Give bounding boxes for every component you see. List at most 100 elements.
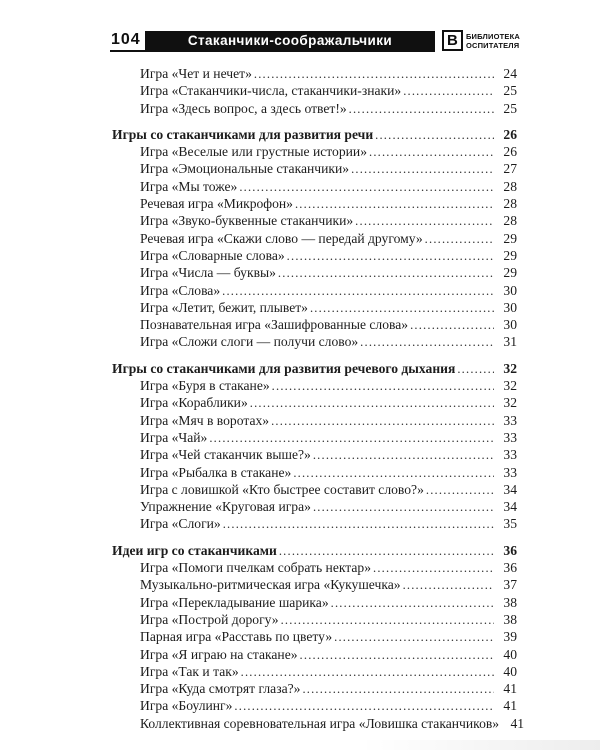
toc-entry-label: Игра «Стаканчики-числа, стаканчики-знаки… — [140, 83, 402, 99]
toc-section-header-row: Игры со стаканчиками для развития речево… — [112, 361, 517, 378]
toc-entry-label: Игра «Я играю на стакане» — [140, 646, 298, 662]
toc-entry-page: 35 — [503, 516, 517, 532]
toc-dots-leader: ........................................… — [410, 318, 494, 333]
toc-dots-leader: ........................................… — [280, 612, 494, 627]
toc-entry-row: Игра «Эмоциональные стаканчики».........… — [112, 161, 517, 178]
toc-dots-leader: ........................................… — [312, 500, 494, 515]
toc-entry-label: Игра «Эмоциональные стаканчики» — [140, 161, 350, 177]
toc-dots-leader: ........................................… — [330, 595, 494, 610]
page-header: 104 Стаканчики-соображальчики В БИБЛИОТЕ… — [110, 30, 520, 52]
toc-entry-page: 30 — [503, 299, 517, 315]
toc-entry-label: Идеи игр со стаканчиками — [112, 542, 277, 558]
toc-entry-label: Речевая игра «Микрофон» — [140, 196, 293, 212]
toc-entry-label: Игра «Слоги» — [140, 516, 221, 532]
toc-entry-row: Игра «Перекладывание шарика»............… — [112, 595, 517, 612]
toc-dots-leader: ........................................… — [369, 145, 494, 160]
toc-entry-label: Игра «Боулинг» — [140, 698, 233, 714]
logo-text-line1: БИБЛИОТЕКА — [465, 31, 520, 41]
toc-section: Игра «Чет и нечет»......................… — [112, 66, 517, 118]
toc-entry-label: Коллективная соревновательная игра «Лови… — [140, 715, 500, 731]
toc-entry-page: 41 — [510, 715, 525, 731]
toc-section: Игры со стаканчиками для развития речи..… — [112, 127, 517, 352]
toc-entry-label: Игра «Слова» — [140, 282, 221, 298]
toc-entry-page: 32 — [503, 378, 517, 394]
toc-entry-label: Игра «Куда смотрят глаза?» — [140, 681, 301, 697]
toc-dots-leader: ........................................… — [457, 361, 494, 376]
toc-entry-label: Упражнение «Круговая игра» — [140, 499, 311, 515]
toc-entry-label: Игры со стаканчиками для развития речево… — [112, 360, 456, 376]
toc-dots-leader: ........................................… — [293, 465, 494, 480]
chapter-title-bar: Стаканчики-соображальчики — [145, 31, 435, 52]
toc-entry-page: 30 — [503, 317, 517, 333]
toc-dots-leader: ........................................… — [240, 664, 494, 679]
toc-entry-page: 37 — [503, 577, 517, 593]
logo-letter-box: В — [441, 30, 463, 51]
toc-entry-row: Игра «Мяч в воротах»....................… — [112, 413, 517, 430]
toc-entry-row: Игра «Боулинг»..........................… — [112, 698, 517, 715]
logo-letter: В — [447, 32, 458, 49]
toc-entry-page: 32 — [503, 395, 517, 411]
toc-entry-page: 33 — [503, 447, 517, 463]
logo-text-line2: ОСПИТАТЕЛЯ — [465, 40, 520, 50]
toc-entry-page: 24 — [503, 66, 517, 81]
toc-entry-page: 36 — [503, 560, 517, 576]
toc-entry-row: Игра «Буря в стакане»...................… — [112, 378, 517, 395]
toc-entry-page: 40 — [503, 663, 517, 679]
toc-entry-label: Игра «Летит, бежит, плывет» — [140, 299, 308, 315]
toc-entry-page: 41 — [503, 681, 517, 697]
toc-entry-label: Парная игра «Расставь по цвету» — [140, 629, 333, 645]
toc-entry-row: Коллективная соревновательная игра «Лови… — [112, 715, 524, 733]
toc-entry-row: Игра «Кораблики»........................… — [112, 395, 517, 412]
toc-entry-page: 29 — [503, 230, 517, 246]
toc-entry-page: 34 — [503, 481, 517, 497]
toc-entry-label: Игра «Чай» — [140, 429, 208, 445]
toc-entry-label: Игра «Числа — буквы» — [140, 265, 276, 281]
toc-entry-row: Игра «Веселые или грустные истории».....… — [112, 144, 517, 161]
toc: Игра «Чет и нечет»......................… — [112, 66, 524, 733]
toc-entry-label: Игра «Так и так» — [140, 663, 239, 679]
toc-entry-page: 28 — [503, 213, 517, 229]
toc-dots-leader: ........................................… — [222, 283, 494, 298]
toc-dots-leader: ........................................… — [271, 379, 494, 394]
toc-dots-leader: ........................................… — [373, 561, 494, 576]
toc-entry-label: Игра «Мяч в воротах» — [140, 412, 270, 428]
toc-dots-leader: ........................................… — [312, 448, 494, 463]
toc-entry-page: 27 — [503, 161, 517, 177]
toc-section-header-row: Идеи игр со стаканчиками................… — [112, 543, 517, 560]
toc-entry-label: Игра «Рыбалка в стакане» — [140, 464, 292, 480]
toc-entry-row: Игра с ловишкой «Кто быстрее составит сл… — [112, 482, 517, 499]
toc-entry-page: 25 — [503, 83, 517, 99]
toc-dots-leader: ........................................… — [402, 578, 494, 593]
toc-dots-leader: ........................................… — [309, 300, 494, 315]
toc-entry-row: Речевая игра «Микрофон».................… — [112, 196, 517, 213]
toc-entry-page: 26 — [503, 126, 517, 142]
toc-dots-leader: ........................................… — [299, 647, 494, 662]
toc-entry-row: Игра «Чет и нечет»......................… — [112, 66, 517, 83]
toc-entry-label: Игра с ловишкой «Кто быстрее составит сл… — [140, 481, 424, 497]
toc-entry-page: 30 — [503, 282, 517, 298]
toc-entry-label: Музыкально-ритмическая игра «Кукушечка» — [140, 577, 401, 593]
toc-dots-leader: ........................................… — [239, 179, 494, 194]
toc-dots-leader: ........................................… — [334, 630, 494, 645]
toc-entry-row: Игра «Чей стаканчик выше?»..............… — [112, 447, 517, 464]
toc-entry-label: Игра «Звуко-буквенные стаканчики» — [140, 213, 354, 229]
toc-dots-leader: ........................................… — [278, 543, 494, 558]
toc-entry-page: 40 — [503, 646, 517, 662]
toc-entry-label: Игра «Словарные слова» — [140, 247, 285, 263]
toc-entry-row: Игра «Слоги»............................… — [112, 516, 517, 533]
toc-entry-row: Игра «Мы тоже»..........................… — [112, 179, 517, 196]
toc-entry-label: Игра «Перекладывание шарика» — [140, 594, 329, 610]
toc-entry-row: Упражнение «Круговая игра»..............… — [112, 499, 517, 516]
toc-entry-page: 29 — [503, 265, 517, 281]
toc-dots-leader: ........................................… — [403, 84, 494, 99]
toc-dots-leader: ........................................… — [271, 413, 494, 428]
toc-entry-label: Игра «Чет и нечет» — [140, 66, 252, 81]
toc-entry-label: Познавательная игра «Зашифрованные слова… — [140, 317, 409, 333]
chapter-title: Стаканчики-соображальчики — [187, 33, 393, 48]
toc-dots-leader: ........................................… — [294, 197, 494, 212]
toc-entry-row: Игра «Построй дорогу»...................… — [112, 612, 517, 629]
toc-dots-leader: ........................................… — [348, 101, 494, 116]
toc-entry-page: 38 — [503, 594, 517, 610]
toc-entry-row: Парная игра «Расставь по цвету».........… — [112, 629, 517, 646]
